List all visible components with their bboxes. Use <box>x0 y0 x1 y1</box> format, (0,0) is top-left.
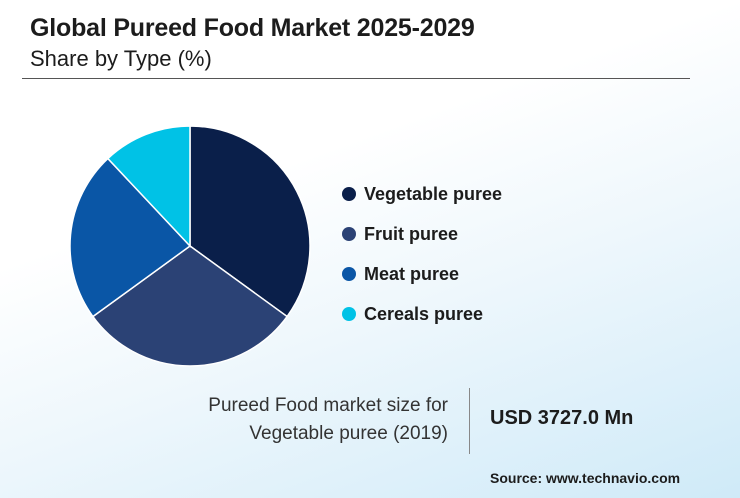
legend-label: Meat puree <box>364 263 460 284</box>
market-size-caption-line2: Vegetable puree (2019) <box>249 423 448 444</box>
legend-item: Cereals puree <box>342 294 502 334</box>
pie-slice-vegetable-puree <box>189 125 311 318</box>
pie-slice-cereals-puree <box>106 125 191 248</box>
market-size-caption-line1: Pureed Food market size for <box>208 395 448 416</box>
legend-swatch <box>342 227 356 241</box>
market-size-caption: Pureed Food market size for Vegetable pu… <box>128 392 448 448</box>
legend-label: Vegetable puree <box>364 183 503 204</box>
legend-swatch <box>342 267 356 281</box>
market-size-value: USD 3727.0 Mn <box>490 407 634 429</box>
legend-label: Fruit puree <box>364 223 459 244</box>
legend-swatch <box>342 307 356 321</box>
legend-item: Meat puree <box>342 254 502 294</box>
source-credit: Source: www.technavio.com <box>490 470 681 486</box>
legend-item: Vegetable puree <box>342 174 502 214</box>
chart-title: Global Pureed Food Market 2025-2029 <box>30 14 475 42</box>
chart-subtitle: Share by Type (%) <box>30 46 212 71</box>
pie-slice-fruit-puree <box>91 245 289 367</box>
pie-chart <box>69 125 311 367</box>
info-divider <box>469 388 470 454</box>
chart-legend: Vegetable puree Fruit puree Meat puree Cere… <box>342 174 502 334</box>
title-divider <box>22 78 690 79</box>
legend-swatch <box>342 187 356 201</box>
legend-label: Cereals puree <box>364 303 484 324</box>
legend-item: Fruit puree <box>342 214 502 254</box>
pie-slice-meat-puree <box>69 157 192 318</box>
